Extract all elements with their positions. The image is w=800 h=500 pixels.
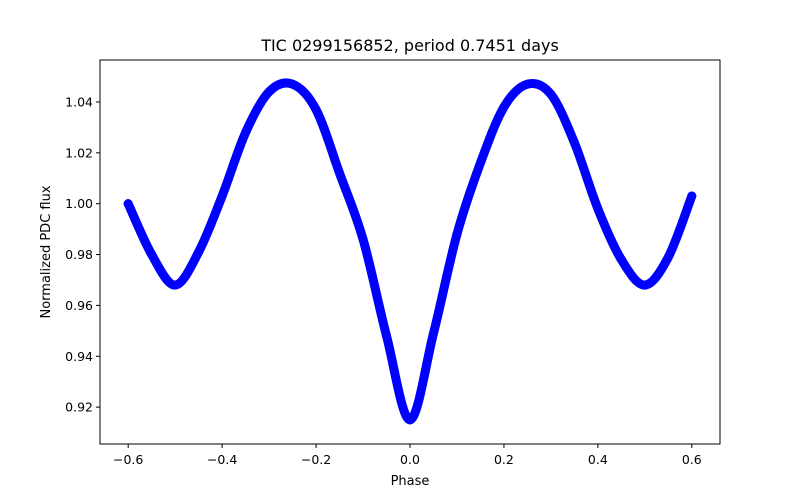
- y-axis-ticks: 0.92 0.94 0.96 0.98 1.00 1.02 1.04: [65, 94, 100, 415]
- y-axis-label: Normalized PDC flux: [39, 185, 54, 318]
- y-tick-label: 0.94: [65, 349, 93, 364]
- data-point: [382, 331, 392, 341]
- data-point: [569, 138, 579, 148]
- x-tick-label: 0.0: [400, 452, 420, 467]
- x-tick-label: 0.2: [494, 452, 514, 467]
- data-point: [499, 102, 509, 112]
- data-point: [593, 204, 603, 214]
- y-tick-label: 0.98: [65, 247, 93, 262]
- data-point: [241, 127, 251, 137]
- y-tick-label: 1.04: [65, 94, 93, 109]
- series-band: [123, 78, 697, 425]
- data-point: [428, 328, 438, 338]
- data-point: [687, 191, 697, 201]
- y-tick-label: 0.92: [65, 400, 93, 415]
- data-point: [311, 105, 321, 115]
- y-tick-label: 0.96: [65, 298, 93, 313]
- x-axis-label: Phase: [391, 474, 430, 489]
- x-tick-label: −0.2: [301, 452, 331, 467]
- data-point: [475, 158, 485, 168]
- y-tick-label: 1.00: [65, 196, 93, 211]
- plot-frame: [99, 59, 721, 445]
- x-tick-label: −0.6: [113, 452, 143, 467]
- data-point: [663, 252, 673, 262]
- x-tick-label: 0.4: [588, 452, 608, 467]
- data-point: [358, 234, 368, 244]
- data-point: [452, 229, 462, 239]
- data-point: [264, 87, 274, 97]
- data-point: [405, 415, 415, 425]
- data-point: [217, 191, 227, 201]
- data-point: [640, 280, 650, 290]
- data-point: [288, 79, 298, 89]
- y-tick-label: 1.02: [65, 145, 93, 160]
- data-point: [335, 168, 345, 178]
- data-point: [522, 79, 532, 89]
- x-tick-label: −0.4: [207, 452, 237, 467]
- plot-marks: [123, 78, 697, 425]
- x-tick-label: 0.6: [682, 452, 702, 467]
- x-axis-ticks: −0.6 −0.4 −0.2 0.0 0.2 0.4 0.6: [113, 444, 702, 467]
- data-point: [170, 280, 180, 290]
- data-point: [546, 89, 556, 99]
- data-point: [147, 250, 157, 260]
- data-point: [123, 199, 133, 209]
- data-point: [616, 255, 626, 265]
- chart-title: TIC 0299156852, period 0.7451 days: [260, 36, 559, 55]
- data-point: [194, 247, 204, 257]
